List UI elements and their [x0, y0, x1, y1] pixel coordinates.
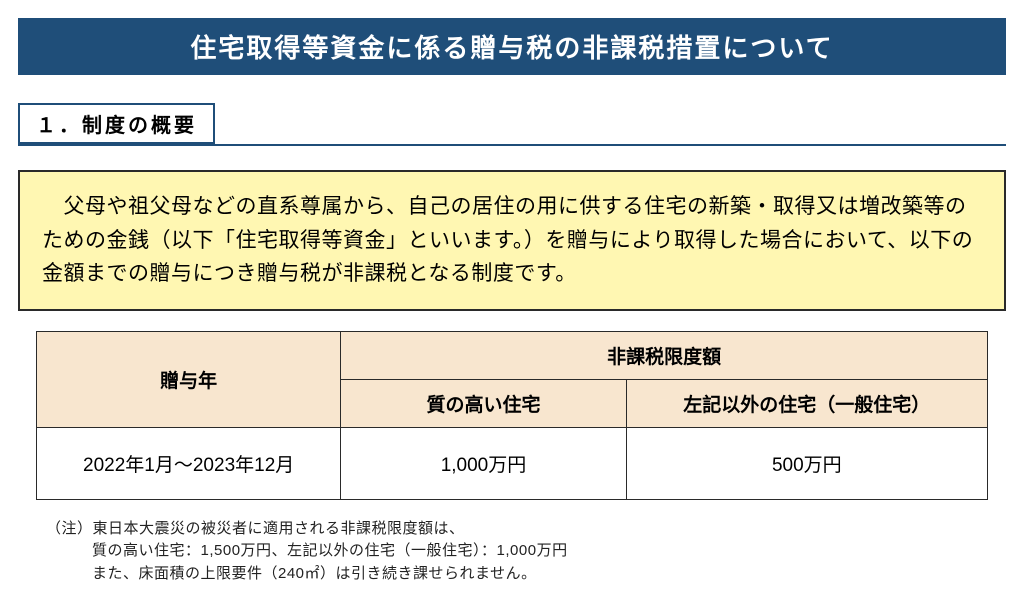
note-line: （注）東日本大震災の被災者に適用される非課税限度額は、	[46, 518, 1024, 541]
col-other-header: 左記以外の住宅（一般住宅）	[626, 379, 987, 427]
section-underline	[18, 144, 1006, 146]
cell-high: 1,000万円	[341, 427, 626, 499]
section-header: １．制度の概要	[18, 103, 215, 144]
limit-table: 贈与年 非課税限度額 質の高い住宅 左記以外の住宅（一般住宅） 2022年1月～…	[36, 331, 988, 500]
description-box: 父母や祖父母などの直系尊属から、自己の居住の用に供する住宅の新築・取得又は増改築…	[18, 170, 1006, 311]
col-year-header: 贈与年	[37, 331, 341, 427]
col-high-header: 質の高い住宅	[341, 379, 626, 427]
table-row: 2022年1月～2023年12月 1,000万円 500万円	[37, 427, 988, 499]
page-title: 住宅取得等資金に係る贈与税の非課税措置について	[18, 18, 1006, 75]
table-row: 贈与年 非課税限度額	[37, 331, 988, 379]
cell-other: 500万円	[626, 427, 987, 499]
note-line: また、床面積の上限要件（240㎡）は引き続き課せられません。	[92, 563, 1024, 586]
note-line: 質の高い住宅：1,500万円、左記以外の住宅（一般住宅）：1,000万円	[92, 540, 1024, 563]
limit-table-wrap: 贈与年 非課税限度額 質の高い住宅 左記以外の住宅（一般住宅） 2022年1月～…	[36, 331, 988, 500]
cell-year: 2022年1月～2023年12月	[37, 427, 341, 499]
footnotes: （注）東日本大震災の被災者に適用される非課税限度額は、 質の高い住宅：1,500…	[46, 518, 1024, 586]
col-limit-header: 非課税限度額	[341, 331, 988, 379]
